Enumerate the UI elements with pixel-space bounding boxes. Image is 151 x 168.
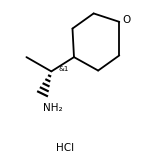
Text: NH₂: NH₂: [43, 102, 63, 113]
Text: O: O: [123, 15, 131, 25]
Text: &1: &1: [58, 66, 69, 72]
Text: HCl: HCl: [56, 143, 74, 153]
